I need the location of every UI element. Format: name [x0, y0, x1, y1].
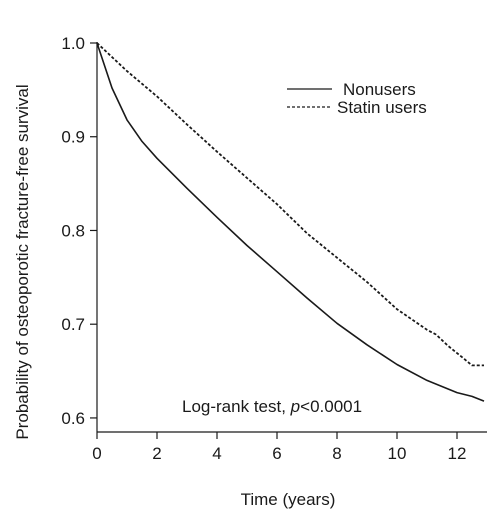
x-tick-label: 8 [332, 444, 341, 463]
x-tick-label: 10 [388, 444, 407, 463]
x-tick-label: 2 [152, 444, 161, 463]
y-tick-label: 0.8 [61, 221, 85, 240]
legend-label: Nonusers [343, 80, 416, 99]
y-tick-label: 0.9 [61, 128, 85, 147]
x-ticks: 0 2 4 6 8 10 12 [92, 432, 466, 463]
plot-area: 0 2 4 6 8 10 12 0.6 0.7 0.8 0.9 1.0 [61, 34, 487, 463]
series-line-nonusers [96, 42, 485, 402]
series-line-statin-users [96, 42, 484, 367]
x-tick-label: 12 [448, 444, 467, 463]
y-ticks: 0.6 0.7 0.8 0.9 1.0 [61, 34, 97, 428]
y-tick-label: 1.0 [61, 34, 85, 53]
log-rank-annotation: Log-rank test, p<0.0001 [182, 397, 362, 416]
annotation-prefix: Log-rank test, [182, 397, 291, 416]
x-tick-label: 6 [272, 444, 281, 463]
y-tick-label: 0.6 [61, 409, 85, 428]
annotation-threshold: <0.0001 [300, 397, 362, 416]
x-tick-label: 4 [212, 444, 221, 463]
x-axis-title: Time (years) [241, 490, 336, 509]
legend-label: Statin users [337, 98, 427, 117]
x-tick-label: 0 [92, 444, 101, 463]
annotation-p-value-symbol: p [290, 397, 300, 416]
y-axis-title: Probability of osteoporotic fracture-fre… [13, 84, 32, 439]
y-tick-label: 0.7 [61, 315, 85, 334]
series-group [96, 42, 485, 402]
